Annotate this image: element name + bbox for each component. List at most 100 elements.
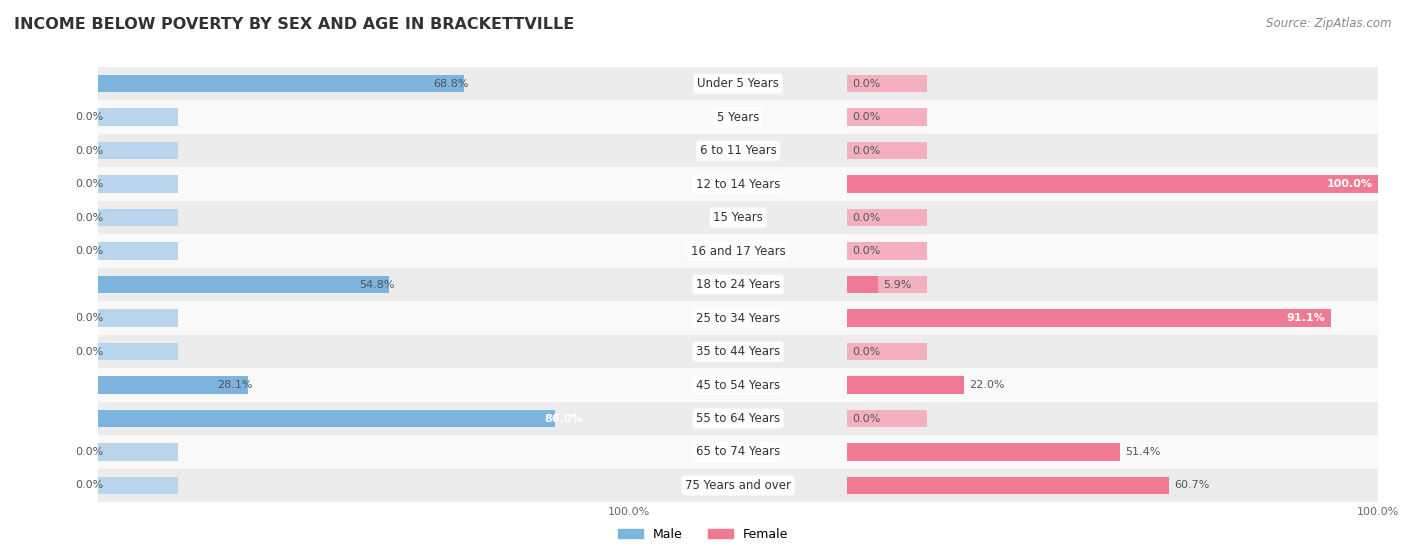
- Bar: [0, 201, 630, 234]
- Text: 0.0%: 0.0%: [76, 146, 104, 156]
- Text: 28.1%: 28.1%: [218, 380, 253, 390]
- Bar: [316, 368, 1378, 402]
- Bar: [0, 402, 630, 435]
- Text: 0.0%: 0.0%: [852, 79, 880, 89]
- Text: 0.0%: 0.0%: [852, 413, 880, 424]
- Bar: [846, 443, 1119, 461]
- Bar: [316, 134, 1378, 167]
- Text: 18 to 24 Years: 18 to 24 Years: [696, 278, 780, 291]
- Bar: [846, 108, 927, 126]
- Bar: [98, 376, 179, 394]
- Bar: [0, 234, 1406, 268]
- Text: 35 to 44 Years: 35 to 44 Years: [696, 345, 780, 358]
- Bar: [0, 368, 630, 402]
- Bar: [98, 443, 179, 461]
- Text: 0.0%: 0.0%: [76, 347, 104, 357]
- Bar: [846, 75, 927, 93]
- Bar: [846, 443, 927, 461]
- Text: INCOME BELOW POVERTY BY SEX AND AGE IN BRACKETTVILLE: INCOME BELOW POVERTY BY SEX AND AGE IN B…: [14, 17, 574, 32]
- Text: 0.0%: 0.0%: [76, 112, 104, 122]
- Bar: [0, 234, 630, 268]
- Bar: [0, 335, 630, 368]
- Bar: [316, 335, 1378, 368]
- Bar: [0, 301, 630, 335]
- Text: 16 and 17 Years: 16 and 17 Years: [690, 244, 786, 258]
- Bar: [316, 268, 1378, 301]
- Text: 54.8%: 54.8%: [359, 280, 395, 290]
- Bar: [98, 276, 179, 294]
- Bar: [0, 335, 1406, 368]
- Bar: [98, 343, 179, 360]
- Bar: [846, 276, 879, 294]
- Bar: [846, 209, 927, 227]
- Bar: [98, 108, 179, 126]
- Bar: [0, 134, 630, 167]
- Text: 0.0%: 0.0%: [76, 246, 104, 256]
- Bar: [98, 75, 179, 93]
- Text: 6 to 11 Years: 6 to 11 Years: [700, 144, 776, 157]
- Text: 12 to 14 Years: 12 to 14 Years: [696, 177, 780, 191]
- Bar: [98, 410, 179, 427]
- Text: 5.9%: 5.9%: [883, 280, 912, 290]
- Bar: [846, 343, 927, 360]
- Bar: [98, 209, 179, 227]
- Bar: [316, 435, 1378, 469]
- Text: 51.4%: 51.4%: [1125, 447, 1160, 457]
- Bar: [0, 100, 630, 134]
- Text: 22.0%: 22.0%: [969, 380, 1004, 390]
- Bar: [316, 167, 1378, 201]
- Bar: [0, 67, 630, 100]
- Text: 0.0%: 0.0%: [76, 213, 104, 223]
- Bar: [846, 376, 927, 394]
- Bar: [0, 201, 1406, 234]
- Text: 75 Years and over: 75 Years and over: [685, 479, 792, 492]
- Bar: [98, 309, 179, 327]
- Bar: [846, 309, 927, 327]
- Bar: [98, 376, 247, 394]
- Bar: [846, 376, 963, 394]
- Bar: [316, 201, 1378, 234]
- Bar: [846, 142, 927, 160]
- Bar: [0, 100, 1406, 134]
- Text: 25 to 34 Years: 25 to 34 Years: [696, 311, 780, 325]
- Bar: [0, 402, 1406, 435]
- Bar: [316, 469, 1378, 502]
- Text: 45 to 54 Years: 45 to 54 Years: [696, 378, 780, 392]
- Text: 60.7%: 60.7%: [1174, 480, 1211, 490]
- Bar: [98, 175, 179, 193]
- Bar: [98, 276, 389, 294]
- Bar: [846, 175, 1378, 193]
- Legend: Male, Female: Male, Female: [613, 523, 793, 546]
- Text: Under 5 Years: Under 5 Years: [697, 77, 779, 90]
- Bar: [0, 268, 1406, 301]
- Bar: [0, 368, 1406, 402]
- Bar: [0, 268, 630, 301]
- Text: 0.0%: 0.0%: [76, 447, 104, 457]
- Bar: [98, 477, 179, 494]
- Text: 100.0%: 100.0%: [1327, 179, 1372, 189]
- Bar: [98, 75, 464, 93]
- Text: 0.0%: 0.0%: [76, 313, 104, 323]
- Bar: [0, 301, 1406, 335]
- Bar: [0, 167, 630, 201]
- Bar: [846, 309, 1330, 327]
- Bar: [316, 67, 1378, 100]
- Bar: [0, 435, 630, 469]
- Bar: [316, 100, 1378, 134]
- Text: 15 Years: 15 Years: [713, 211, 763, 224]
- Text: 0.0%: 0.0%: [76, 179, 104, 189]
- Text: 91.1%: 91.1%: [1286, 313, 1326, 323]
- Text: 0.0%: 0.0%: [852, 347, 880, 357]
- Text: 55 to 64 Years: 55 to 64 Years: [696, 412, 780, 425]
- Bar: [98, 242, 179, 260]
- Bar: [0, 435, 1406, 469]
- Bar: [0, 67, 1406, 100]
- Bar: [0, 469, 630, 502]
- Text: 68.8%: 68.8%: [433, 79, 470, 89]
- Bar: [98, 142, 179, 160]
- Text: 0.0%: 0.0%: [852, 246, 880, 256]
- Bar: [846, 410, 927, 427]
- Bar: [0, 167, 1406, 201]
- Text: 0.0%: 0.0%: [852, 146, 880, 156]
- Bar: [316, 402, 1378, 435]
